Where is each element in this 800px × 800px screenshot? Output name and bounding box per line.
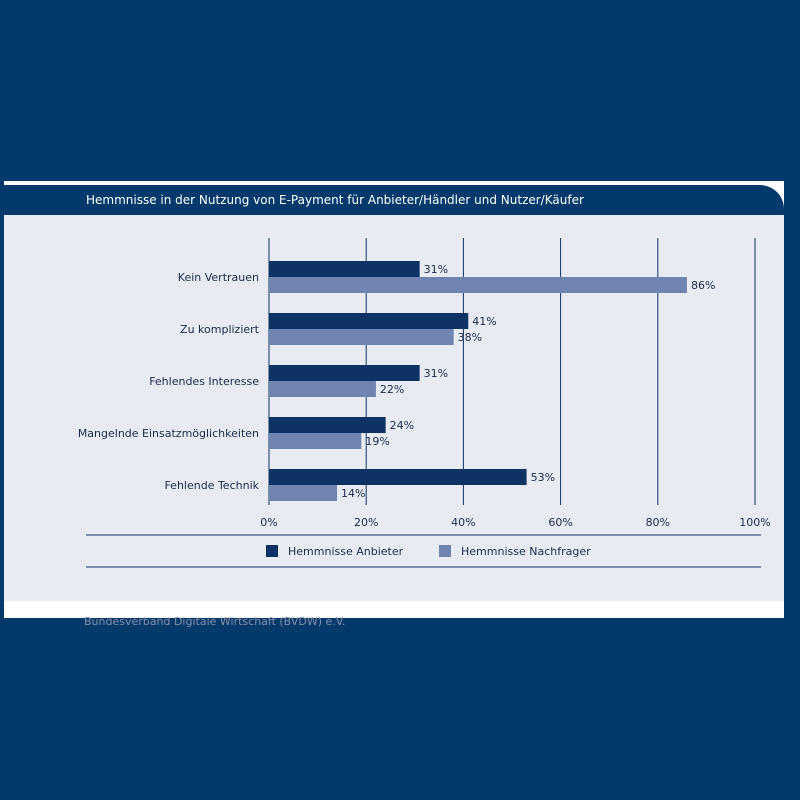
- bar: [269, 381, 376, 397]
- legend-label: Hemmnisse Nachfrager: [461, 545, 591, 558]
- x-tick-label: 0%: [260, 516, 277, 529]
- data-label: 41%: [472, 315, 496, 328]
- category-label: Mangelnde Einsatzmöglichkeiten: [78, 427, 259, 440]
- chart-panel: 0% 20% 40% 60% 80% 100% Kein Vertrauen 31% 86% Zu…: [4, 215, 784, 628]
- category-label: Fehlendes Interesse: [149, 375, 259, 388]
- x-tick-label: 40%: [451, 516, 475, 529]
- bar: [269, 365, 420, 381]
- legend-swatch: [266, 545, 278, 557]
- bar: [269, 261, 420, 277]
- category-label: Zu kompliziert: [180, 323, 260, 336]
- bar: [269, 469, 527, 485]
- data-label: 31%: [424, 263, 448, 276]
- data-label: 53%: [531, 471, 555, 484]
- x-tick-label: 60%: [548, 516, 572, 529]
- bar: [269, 433, 362, 449]
- category-label: Fehlende Technik: [164, 479, 259, 492]
- x-tick-label: 20%: [354, 516, 378, 529]
- data-label: 38%: [458, 331, 482, 344]
- data-label: 31%: [424, 367, 448, 380]
- bar: [269, 417, 386, 433]
- data-label: 19%: [365, 435, 389, 448]
- source-note: Bundesverband Digitale Wirtschaft (BVDW)…: [84, 615, 346, 628]
- chart-card: Hemmnisse in der Nutzung von E-Payment f…: [4, 181, 784, 628]
- x-tick-label: 100%: [739, 516, 770, 529]
- legend-swatch: [439, 545, 451, 557]
- bar-chart: 0% 20% 40% 60% 80% 100% Kein Vertrauen 31% 86% Zu…: [78, 238, 771, 568]
- legend-label: Hemmnisse Anbieter: [288, 545, 404, 558]
- category-label: Kein Vertrauen: [178, 271, 259, 284]
- data-label: 86%: [691, 279, 715, 292]
- x-tick-label: 80%: [646, 516, 670, 529]
- data-label: 24%: [390, 419, 414, 432]
- chart-title: Hemmnisse in der Nutzung von E-Payment f…: [4, 185, 784, 215]
- bar: [269, 329, 454, 345]
- data-label: 22%: [380, 383, 404, 396]
- bar: [269, 485, 338, 501]
- bar: [269, 313, 469, 329]
- bar: [269, 277, 687, 293]
- data-label: 14%: [341, 487, 365, 500]
